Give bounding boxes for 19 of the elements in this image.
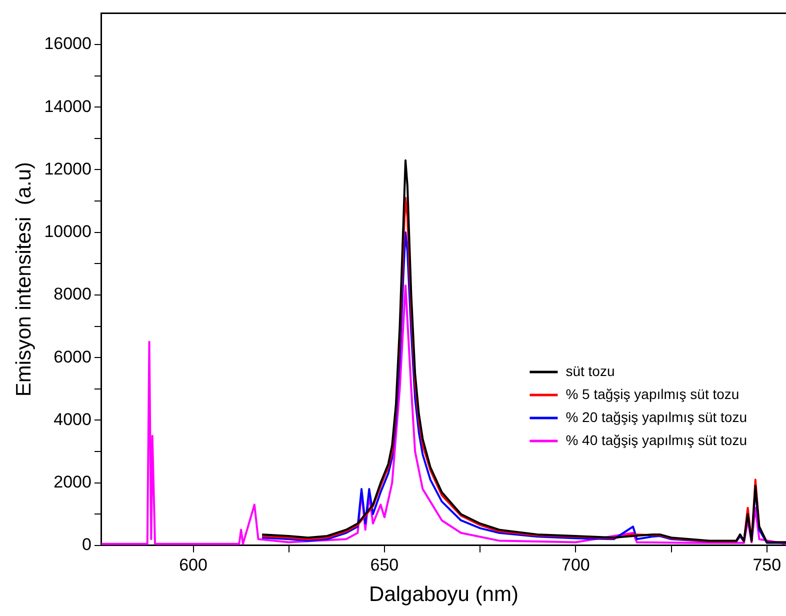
y-tick-label: 14000 [44,96,92,116]
legend-label: % 20 tağşiş yapılmış süt tozu [566,408,748,425]
y-tick-label: 4000 [54,410,92,429]
legend-label: süt tozu [566,362,615,379]
x-tick-label: 600 [179,555,208,574]
x-tick-label: 750 [752,555,782,574]
y-axis-title: Emisyon intensitesi (a.u) [12,162,36,397]
legend-label: % 5 tağşiş yapılmış süt tozu [566,386,740,402]
legend-label: % 40 tağşiş yapılmış süt tozu [566,432,748,448]
y-tick-label: 8000 [54,284,92,304]
y-tick-label: 12000 [44,159,92,178]
y-tick-label: 10000 [44,222,92,242]
y-tick-label: 16000 [44,34,92,54]
y-tick-label: 6000 [54,347,92,366]
x-axis-title: Dalgaboyu (nm) [369,583,518,606]
y-tick-label: 0 [82,535,92,554]
x-tick-label: 700 [561,555,590,574]
x-tick-label: 650 [370,555,399,574]
y-tick-label: 2000 [54,472,92,492]
